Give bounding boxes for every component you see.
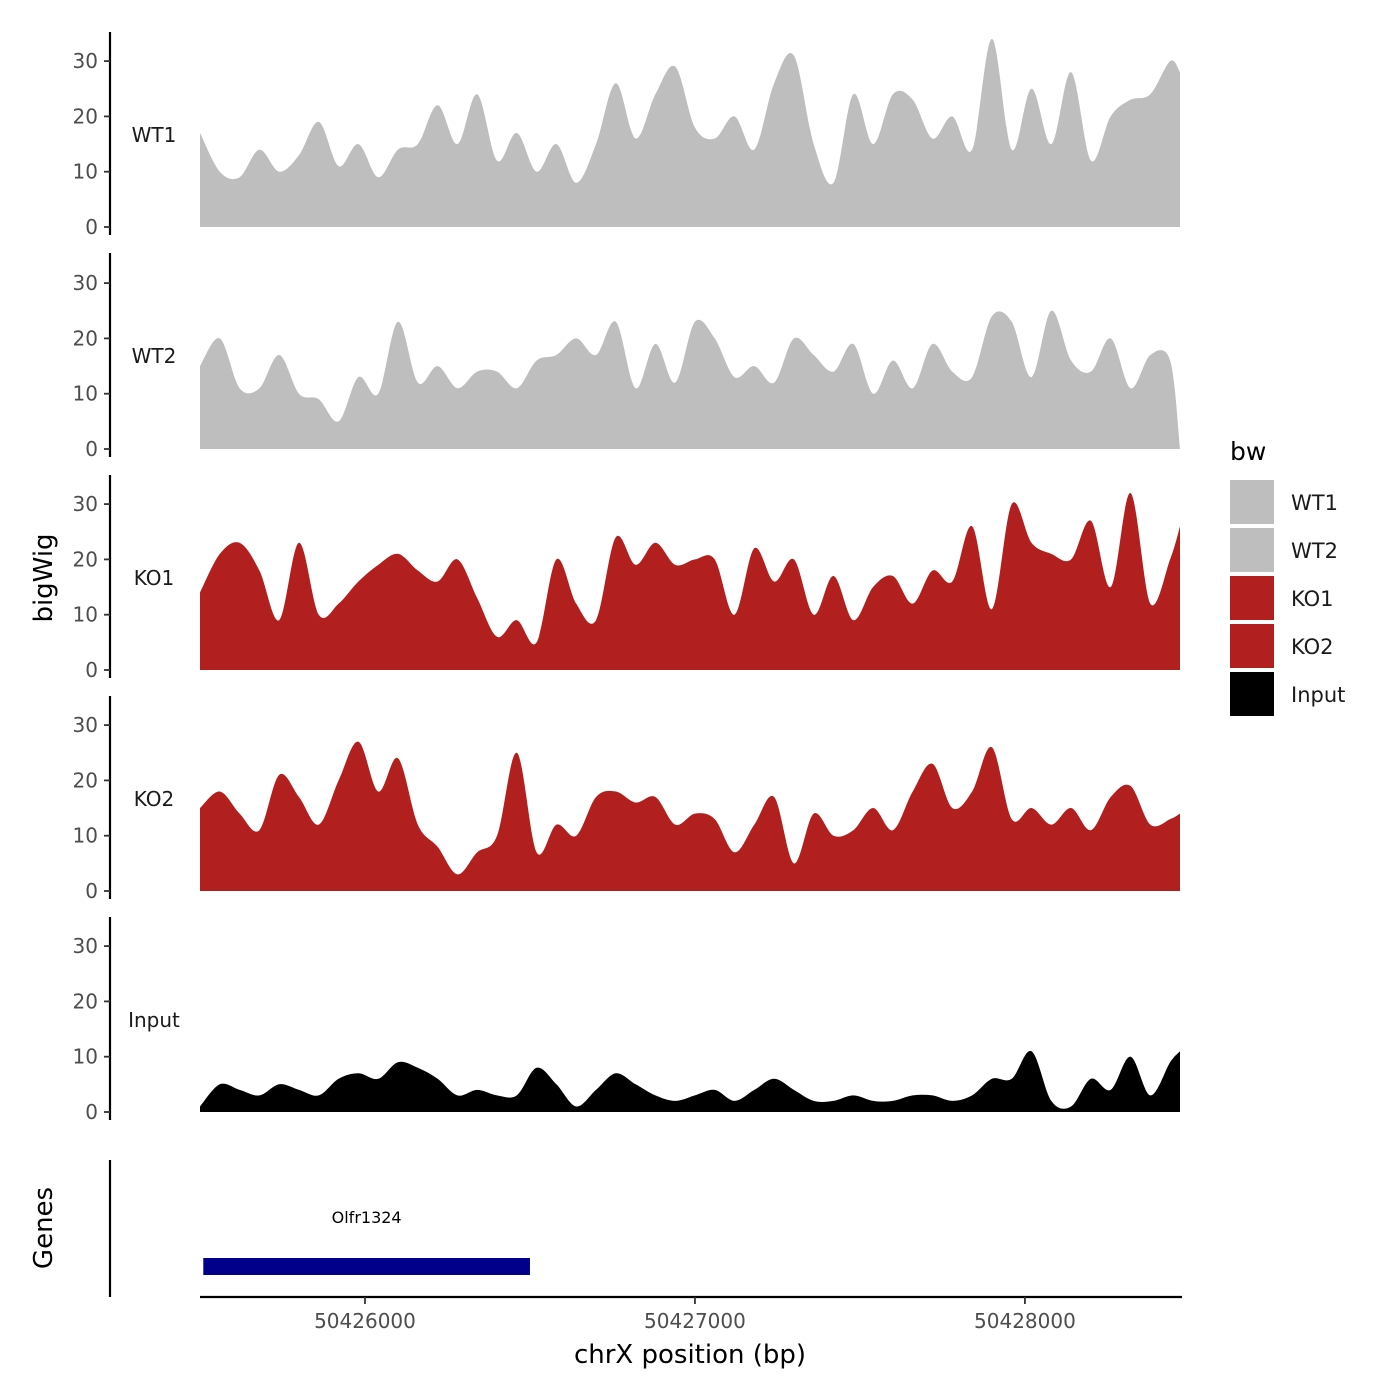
y-tick-label: 20	[73, 547, 98, 571]
y-tick-label: 10	[73, 824, 98, 848]
y-tick-label: 10	[73, 1045, 98, 1069]
y-tick-label: 10	[73, 382, 98, 406]
y-tick-label: 0	[85, 1100, 98, 1124]
y-tick-label: 10	[73, 160, 98, 184]
genes-panel: Olfr1324	[108, 1160, 530, 1297]
y-tick-label: 0	[85, 658, 98, 682]
x-tick-label: 50426000	[314, 1309, 416, 1333]
legend: bw WT1 WT2 KO1 KO2 Input	[1230, 437, 1345, 716]
y-tick-label: 20	[73, 768, 98, 792]
track-ko2: 0 10 20 30 KO2	[73, 696, 1180, 903]
y-tick-label: 20	[73, 326, 98, 350]
legend-label-input: Input	[1291, 683, 1345, 707]
y-tick-label: 30	[73, 49, 98, 73]
legend-swatch-wt2	[1230, 528, 1274, 572]
y-tick-label: 30	[73, 934, 98, 958]
y-tick-label: 0	[85, 437, 98, 461]
y-tick-label: 20	[73, 989, 98, 1013]
legend-title: bw	[1230, 437, 1266, 466]
y-tick-label: 30	[73, 271, 98, 295]
track-label-input: Input	[128, 1008, 180, 1032]
track-label-ko2: KO2	[134, 787, 175, 811]
coverage-area-wt2	[200, 310, 1180, 449]
legend-label-wt1: WT1	[1291, 491, 1338, 515]
y-tick-label: 0	[85, 879, 98, 903]
coverage-area-input	[200, 1050, 1180, 1112]
x-tick-label: 50427000	[644, 1309, 746, 1333]
x-axis: 50426000 50427000 50428000	[200, 1295, 1182, 1333]
x-tick-label: 50428000	[974, 1309, 1076, 1333]
legend-label-ko1: KO1	[1291, 587, 1334, 611]
y-tick-label: 30	[73, 492, 98, 516]
track-panels: 0 10 20 30 WT1 0 10 20 30 WT2 0 10 20 30 KO1 0 10 20 30 KO2…	[73, 32, 1180, 1124]
legend-swatch-wt1	[1230, 480, 1274, 524]
gene-label: Olfr1324	[332, 1208, 402, 1227]
track-input: 0 10 20 30 Input	[73, 917, 1180, 1124]
legend-label-ko2: KO2	[1291, 635, 1334, 659]
track-label-ko1: KO1	[134, 566, 175, 590]
y-tick-label: 10	[73, 603, 98, 627]
x-axis-title: chrX position (bp)	[574, 1340, 806, 1370]
legend-label-wt2: WT2	[1291, 539, 1338, 563]
coverage-area-wt1	[200, 39, 1180, 227]
y-tick-label: 20	[73, 104, 98, 128]
genes-axis-title: Genes	[29, 1187, 59, 1269]
y-tick-label: 30	[73, 713, 98, 737]
legend-swatch-ko2	[1230, 624, 1274, 668]
track-wt2: 0 10 20 30 WT2	[73, 253, 1180, 461]
coverage-area-ko1	[200, 492, 1180, 670]
legend-swatch-input	[1230, 672, 1274, 716]
track-label-wt1: WT1	[132, 123, 177, 147]
track-wt1: 0 10 20 30 WT1	[73, 32, 1180, 239]
track-ko1: 0 10 20 30 KO1	[73, 475, 1180, 682]
track-label-wt2: WT2	[132, 344, 177, 368]
y-tick-label: 0	[85, 215, 98, 239]
y-axis-title: bigWig	[29, 533, 59, 622]
coverage-area-ko2	[200, 741, 1180, 891]
gene-bar	[203, 1258, 530, 1275]
legend-swatch-ko1	[1230, 576, 1274, 620]
